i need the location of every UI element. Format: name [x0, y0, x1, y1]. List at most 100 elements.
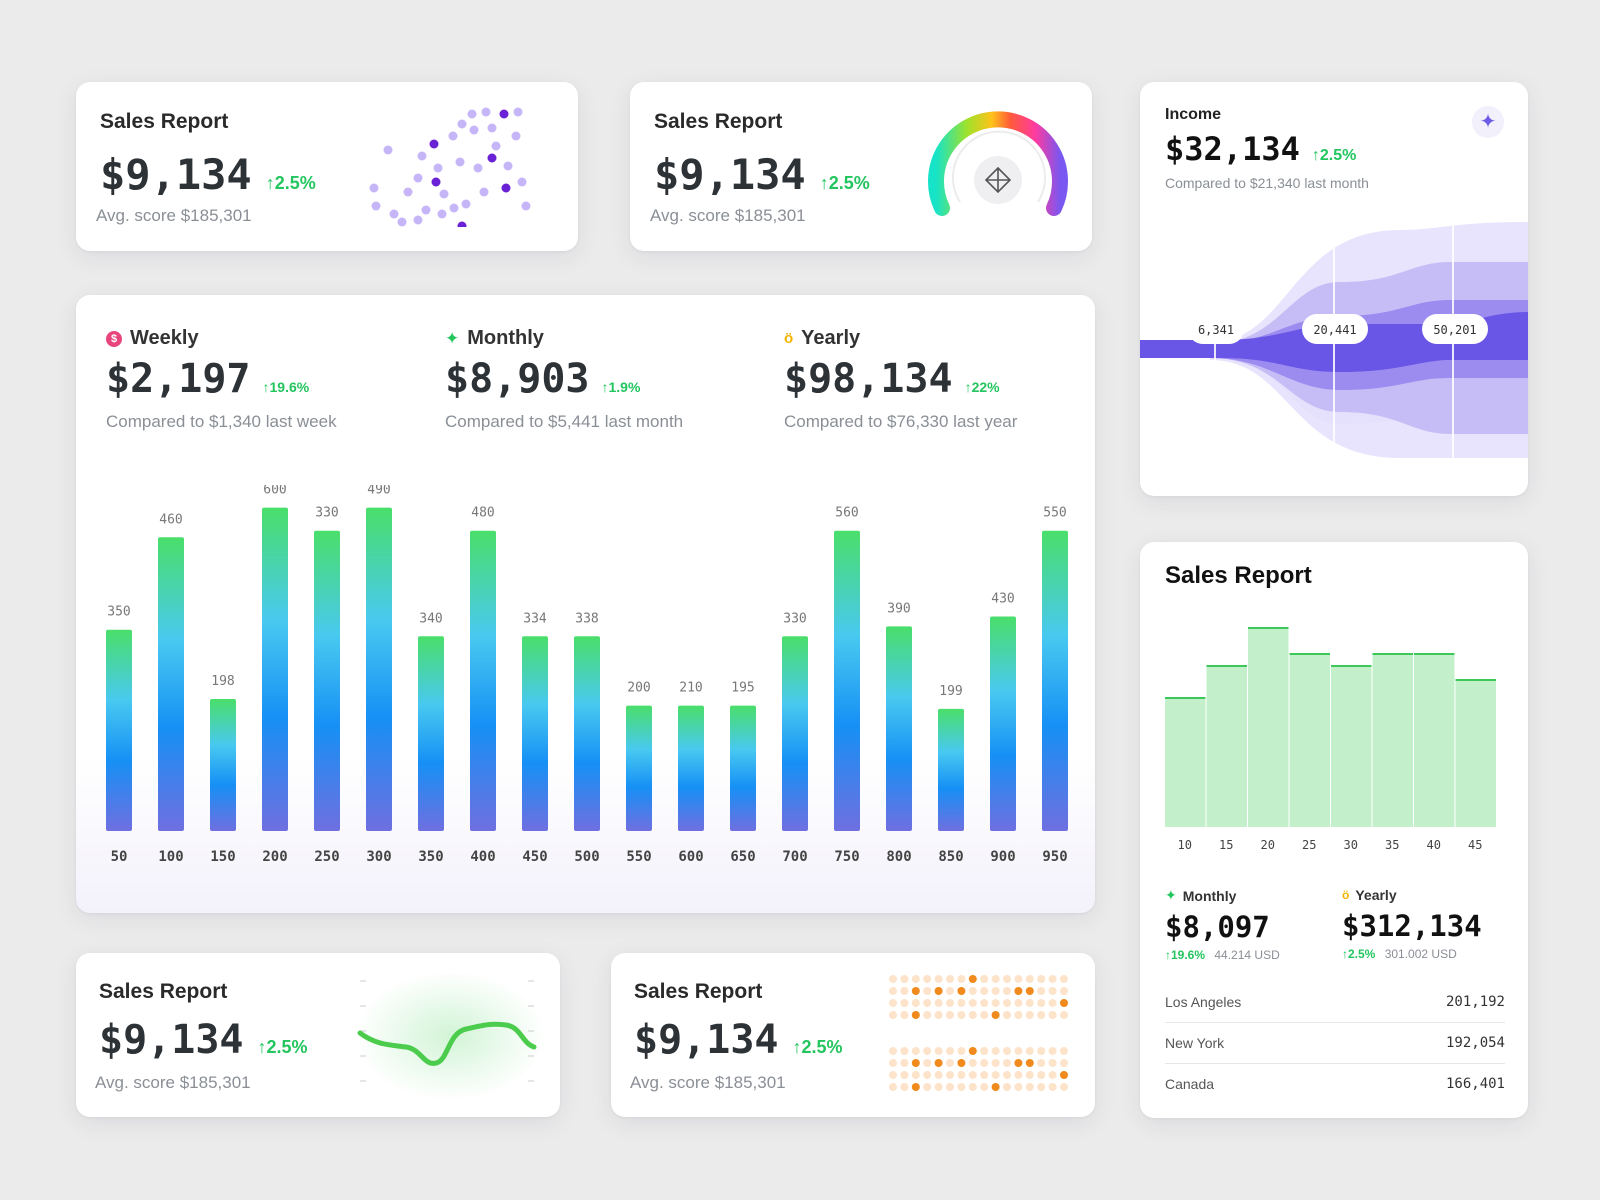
yearly-value: $98,134	[784, 356, 953, 402]
bar-value-label: 334	[523, 611, 547, 626]
flow-marker-2[interactable]: 20,441	[1302, 314, 1368, 344]
matrix-dot	[1003, 1071, 1011, 1079]
matrix-dot	[980, 975, 989, 983]
histogram-bar[interactable]	[1372, 653, 1414, 827]
flow-marker-label: 6,341	[1198, 323, 1234, 337]
matrix-dot	[1014, 1083, 1023, 1091]
bar[interactable]	[990, 616, 1016, 832]
matrix-dot	[1037, 975, 1046, 983]
histogram-bar[interactable]	[1289, 653, 1331, 827]
matrix-dot	[968, 975, 977, 983]
matrix-dot	[923, 1047, 932, 1055]
location-table: Los Angeles 201,192 New York 192,054 Can…	[1165, 982, 1505, 1104]
dollar-circle-icon: $	[106, 330, 122, 347]
matrix-dot	[1060, 1083, 1068, 1091]
bar[interactable]	[834, 530, 860, 831]
histogram-bar[interactable]	[1165, 697, 1206, 827]
matrix-dot	[1060, 1059, 1068, 1067]
matrix-dot	[911, 1071, 920, 1079]
matrix-dot	[946, 1083, 954, 1091]
bar[interactable]	[314, 530, 340, 831]
bar[interactable]	[574, 636, 600, 831]
matrix-dot	[923, 987, 932, 995]
histogram-bar[interactable]	[1248, 627, 1289, 827]
matrix-dot	[1048, 999, 1057, 1007]
matrix-dot	[1025, 1083, 1034, 1091]
scatter-plot	[369, 107, 531, 227]
bar[interactable]	[1042, 530, 1068, 831]
bar[interactable]	[678, 705, 704, 831]
matrix-dot	[911, 999, 920, 1007]
histogram-bar[interactable]	[1414, 653, 1455, 827]
x-tick-label: 150	[210, 849, 235, 865]
matrix-dot	[991, 987, 1000, 995]
matrix-dot	[991, 1011, 1000, 1019]
row-value: 201,192	[1445, 994, 1505, 1010]
matrix-dot	[1060, 999, 1068, 1007]
bar[interactable]	[730, 705, 756, 831]
bar[interactable]	[782, 636, 808, 831]
matrix-dot	[1048, 1083, 1057, 1091]
matrix-dot	[946, 1011, 954, 1019]
bar[interactable]	[886, 626, 912, 831]
matrix-dot	[1003, 1011, 1011, 1019]
matrix-dot	[980, 999, 989, 1007]
sales-report-card-dots: Sales Report $9,134 ↑2.5% Avg. score $18…	[611, 953, 1095, 1117]
matrix-dot	[911, 1011, 920, 1019]
bar[interactable]	[418, 636, 444, 831]
matrix-dot	[1014, 1071, 1023, 1079]
bar[interactable]	[106, 629, 132, 831]
sparkle-icon: ✦	[445, 328, 460, 348]
matrix-dot	[1014, 1011, 1023, 1019]
matrix-dot	[1025, 1071, 1034, 1079]
table-row[interactable]: New York 192,054	[1165, 1023, 1505, 1064]
bar[interactable]	[626, 705, 652, 831]
row-value: 166,401	[1445, 1076, 1505, 1092]
yearly-label: Yearly	[1355, 887, 1397, 903]
sparkle-icon: ✦	[1165, 887, 1177, 903]
x-tick-label: 300	[366, 849, 391, 865]
matrix-dot	[968, 1071, 977, 1079]
table-row[interactable]: Canada 166,401	[1165, 1064, 1505, 1104]
x-tick-label: 400	[470, 849, 495, 865]
bar[interactable]	[262, 507, 288, 831]
sparkle-button[interactable]: ✦	[1472, 106, 1504, 138]
x-tick-label: 200	[262, 849, 287, 865]
bar[interactable]	[366, 507, 392, 831]
histogram-bar[interactable]	[1455, 679, 1497, 827]
bar-value-label: 350	[107, 605, 130, 620]
x-tick-label: 700	[782, 849, 807, 865]
matrix-dot	[980, 1059, 989, 1067]
matrix-dot	[991, 1047, 1000, 1055]
matrix-dot	[957, 1059, 966, 1067]
histogram-bar-top	[1414, 653, 1455, 655]
bar-value-label: 338	[575, 611, 598, 626]
bar-value-label: 480	[471, 506, 494, 521]
matrix-dot	[946, 999, 954, 1007]
x-tick-label: 100	[158, 849, 183, 865]
matrix-dot	[1037, 1071, 1046, 1079]
x-tick-label: 50	[111, 849, 128, 865]
matrix-dot	[1003, 987, 1011, 995]
flow-marker-1[interactable]: 6,341	[1188, 314, 1244, 344]
matrix-dot	[911, 975, 920, 983]
bar[interactable]	[158, 537, 184, 831]
yearly-change: ↑22%	[964, 379, 1000, 395]
matrix-dot	[923, 999, 932, 1007]
histogram-bar-top	[1372, 653, 1413, 655]
histogram-bar[interactable]	[1206, 665, 1248, 827]
bar[interactable]	[470, 530, 496, 831]
yearly-usd: 301.002 USD	[1384, 947, 1457, 961]
monthly-usd: 44.214 USD	[1214, 948, 1280, 962]
bar[interactable]	[938, 708, 964, 831]
table-row[interactable]: Los Angeles 201,192	[1165, 982, 1505, 1023]
bar-value-label: 550	[1043, 506, 1066, 521]
x-tick-label: 950	[1042, 849, 1067, 865]
bar[interactable]	[522, 636, 548, 831]
bar[interactable]	[210, 699, 236, 831]
monthly-label: Monthly	[1182, 887, 1237, 904]
flow-marker-3[interactable]: 50,201	[1422, 314, 1488, 344]
monthly-summary: ✦ Monthly $8,903 ↑1.9% Compared to $5,44…	[445, 327, 683, 432]
monthly-value: $8,097	[1165, 910, 1270, 944]
histogram-bar[interactable]	[1331, 665, 1372, 827]
